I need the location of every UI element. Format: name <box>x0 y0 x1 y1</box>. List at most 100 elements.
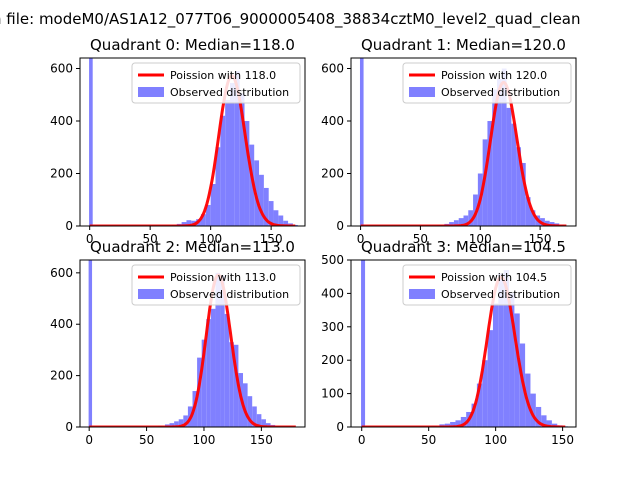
y-tick-label: 100 <box>321 387 344 401</box>
y-tick-label: 600 <box>50 62 73 76</box>
hist-bar <box>234 71 240 226</box>
panel-title-2: Quadrant 2: Median=113.0 <box>90 238 295 256</box>
panel-data-2 <box>88 260 297 427</box>
hist-bar <box>541 415 547 427</box>
y-tick-label: 0 <box>336 420 344 434</box>
hist-bar <box>450 421 456 427</box>
hist-bar-spike <box>361 260 366 427</box>
quadrant-panel-2: Quadrant 2: Median=113.0 0 50 100 150 0 200 400… <box>50 238 306 447</box>
hist-bar <box>506 107 512 226</box>
quadrant-panel-0: Quadrant 0: Median=118.0 0 50 100 150 0 200 400… <box>50 36 306 246</box>
hist-bar <box>449 222 454 226</box>
hist-bar <box>520 163 526 226</box>
legend-hist-label: Observed distribution <box>441 86 560 99</box>
hist-bar <box>263 187 269 226</box>
y-tick-label: 0 <box>65 420 73 434</box>
hist-bar <box>169 423 175 427</box>
hist-bar <box>229 342 234 427</box>
hist-bar <box>183 415 188 427</box>
hist-bar <box>530 210 536 226</box>
panel-data-0 <box>89 58 298 226</box>
hist-bar <box>509 293 515 427</box>
hist-bar <box>273 210 279 226</box>
hist-bar <box>497 79 502 226</box>
legend-box <box>131 62 301 104</box>
legend-hist-swatch <box>409 87 435 97</box>
hist-bar <box>243 383 248 427</box>
hist-bar <box>498 273 504 427</box>
hist-bar <box>492 89 498 226</box>
x-tick-label: 150 <box>250 433 273 447</box>
hist-bar <box>460 416 467 427</box>
hist-bar <box>224 313 230 427</box>
x-tick-label: 100 <box>199 232 222 246</box>
panel-title-3: Quadrant 3: Median=104.5 <box>361 238 566 256</box>
hist-bar <box>283 220 289 226</box>
hist-bar <box>200 214 206 226</box>
hist-bar <box>468 210 474 226</box>
hist-bar <box>453 220 459 226</box>
hist-bar <box>458 218 464 226</box>
legend-0: Poission with 118.0 Observed distribution <box>131 62 301 104</box>
y-tick-label: 200 <box>321 353 344 367</box>
hist-bar <box>230 82 235 226</box>
panel-frame-3 <box>350 259 577 428</box>
hist-bar-spike <box>88 260 93 427</box>
legend-hist-swatch <box>138 289 164 299</box>
y-tick-label: 0 <box>336 219 344 233</box>
hist-bar <box>535 406 542 427</box>
hist-bar <box>482 360 488 427</box>
hist-bar <box>463 215 469 226</box>
legend-box <box>402 264 572 306</box>
panel-title-1: Quadrant 1: Median=120.0 <box>361 36 566 54</box>
hist-bar <box>511 123 517 226</box>
hist-bar <box>501 68 507 226</box>
hist-bar <box>174 421 179 427</box>
hist-bar <box>210 308 216 427</box>
y-tick-label: 200 <box>50 369 73 383</box>
hist-bar <box>265 423 271 427</box>
hist-bar <box>210 184 216 226</box>
hist-bar <box>233 344 239 427</box>
hist-bar <box>220 115 226 226</box>
hist-bar <box>516 147 521 226</box>
panel-title-0: Quadrant 0: Median=118.0 <box>90 36 295 54</box>
x-tick-label: 50 <box>421 433 436 447</box>
y-tick-label: 400 <box>50 114 73 128</box>
hist-bar <box>487 121 493 226</box>
x-tick-label: 50 <box>143 232 158 246</box>
x-tick-label: 100 <box>193 433 216 447</box>
hist-bar <box>244 121 250 226</box>
legend-hist-label: Observed distribution <box>441 288 560 301</box>
panel-frame-0 <box>79 57 306 227</box>
legend-fit-label: Poission with 120.0 <box>441 69 547 82</box>
y-tick-label: 400 <box>50 317 73 331</box>
hist-bar <box>261 419 266 427</box>
y-tick-label: 600 <box>50 266 73 280</box>
y-tick-label: 400 <box>321 286 344 300</box>
legend-hist-label: Observed distribution <box>170 86 289 99</box>
legend-box <box>402 62 572 104</box>
hist-bar <box>546 420 552 427</box>
panel-data-3 <box>361 260 568 427</box>
hist-bar <box>278 215 284 226</box>
hist-bar-spike <box>359 58 364 226</box>
hist-bar <box>249 144 255 226</box>
hist-bar <box>492 303 499 427</box>
x-tick-label: 100 <box>469 232 492 246</box>
hist-bar <box>487 330 493 427</box>
legend-3: Poission with 104.5 Observed distribution <box>402 264 572 306</box>
hist-bar <box>259 174 264 226</box>
hist-bar <box>201 339 207 427</box>
hist-bar <box>268 201 274 226</box>
hist-bar <box>225 100 230 226</box>
x-tick-label: 150 <box>529 232 552 246</box>
hist-bar-spike <box>89 58 93 226</box>
hist-bar <box>292 224 298 226</box>
hist-bar <box>530 393 536 427</box>
legend-fit-label: Poission with 104.5 <box>441 271 547 284</box>
y-tick-label: 400 <box>321 114 344 128</box>
x-tick-label: 0 <box>358 433 366 447</box>
poisson-fit-line <box>89 74 296 226</box>
